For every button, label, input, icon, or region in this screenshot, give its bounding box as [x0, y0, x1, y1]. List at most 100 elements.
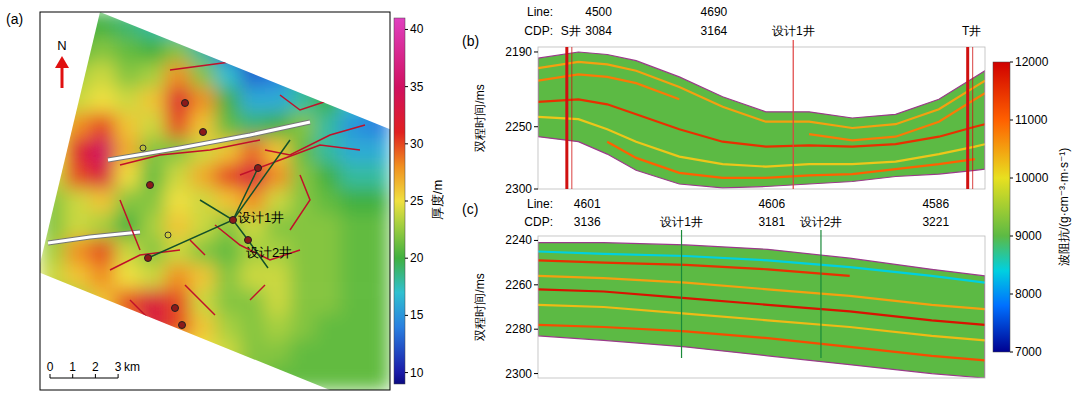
heat-cell: [140, 88, 166, 114]
heat-cell: [90, 88, 116, 114]
heat-cell: [65, 314, 91, 340]
heat-cell: [90, 188, 116, 214]
fault-major: [48, 232, 140, 243]
y-tick-label: 2300: [505, 367, 532, 381]
heat-cell: [190, 88, 216, 114]
well-line: [793, 40, 794, 189]
heat-cell: [65, 264, 91, 290]
panel-label: (c): [462, 201, 478, 217]
panel-label: (a): [6, 11, 23, 27]
fault: [120, 200, 140, 250]
heat-cell: [165, 88, 191, 114]
colorbar-label: 30: [410, 137, 424, 151]
north-arrow-head: [55, 56, 69, 68]
heat-cell: [340, 138, 366, 164]
heat-cell: [365, 365, 390, 390]
colorbar-label: 25: [410, 194, 424, 208]
heat-cell: [365, 214, 390, 240]
fault: [120, 140, 260, 165]
heat-cell: [290, 62, 316, 88]
well-log: [972, 47, 973, 189]
heat-cell: [290, 214, 316, 240]
y-tick-label: 2240: [505, 233, 532, 247]
heat-cell: [65, 88, 91, 114]
cdp-label: 3084: [585, 24, 612, 38]
fault-outline: [48, 232, 140, 243]
scale-label: 1: [69, 360, 76, 374]
heat-cell: [90, 37, 116, 63]
heat-cell: [190, 340, 216, 366]
impedance-layer: [538, 62, 985, 128]
heat-cell: [65, 289, 91, 315]
colorbar-title: 波阻抗/(g·cm⁻³·m·s⁻¹): [1057, 148, 1071, 267]
section-body: [538, 52, 985, 188]
heat-cell: [140, 289, 166, 315]
heat-cell: [340, 37, 366, 63]
well: [230, 217, 237, 224]
well-line: [966, 47, 969, 189]
fault: [190, 240, 205, 255]
well-open: [165, 232, 171, 238]
heat-cell: [340, 340, 366, 366]
cdp-label: 3164: [701, 24, 728, 38]
heat-cell: [315, 314, 341, 340]
heat-cell: [115, 188, 141, 214]
scale-tick: [72, 374, 73, 378]
cdp-title: CDP:: [524, 24, 553, 38]
colorbar-label: 20: [410, 251, 424, 265]
map-frame-clip: [40, 12, 390, 390]
scale-tick: [50, 374, 51, 378]
well-line: [681, 230, 682, 358]
colorbar-tick: [405, 372, 408, 373]
fault: [130, 300, 170, 340]
heat-cell: [115, 289, 141, 315]
heat-cell: [340, 365, 366, 390]
heat-cell: [90, 62, 116, 88]
heat-cell: [215, 88, 241, 114]
heat-cell: [265, 37, 291, 63]
heat-cell: [190, 264, 216, 290]
heat-cell: [365, 88, 390, 114]
colorbar-tick: [1010, 294, 1013, 295]
colorbar-label: 9000: [1015, 229, 1042, 243]
well-label: 设计2井: [246, 245, 292, 260]
heat-cell: [290, 37, 316, 63]
plot-frame: [538, 236, 985, 378]
heat-cell: [40, 314, 66, 340]
heat-cell: [365, 113, 390, 139]
colorbar-tick: [405, 143, 408, 144]
heat-cell: [165, 37, 191, 63]
colorbar-tick: [405, 258, 408, 259]
heat-cell: [40, 264, 66, 290]
fault: [280, 95, 330, 110]
heat-cell: [190, 365, 216, 390]
y-tick-label: 2280: [505, 322, 532, 336]
well-label: 设计1井: [772, 24, 815, 38]
colorbar: [993, 62, 1010, 352]
heat-cell: [290, 264, 316, 290]
map-area: [40, 12, 390, 390]
heat-cell: [240, 62, 266, 88]
heat-cell: [90, 264, 116, 290]
heat-cell: [140, 340, 166, 366]
heat-cell: [215, 340, 241, 366]
heat-cell: [365, 138, 390, 164]
colorbar-tick: [1010, 236, 1013, 237]
heat-cell: [265, 365, 291, 390]
well: [147, 182, 154, 189]
scale-label: 3: [115, 360, 122, 374]
impedance-layer: [538, 117, 985, 167]
fault: [215, 225, 300, 260]
y-axis-title: 双程时间/ms: [473, 84, 487, 151]
colorbar-label: 15: [410, 308, 424, 322]
impedance-layer: [538, 74, 985, 140]
heat-cell: [215, 62, 241, 88]
y-tick-label: 2260: [505, 278, 532, 292]
heat-cell: [215, 113, 241, 139]
heat-cell: [115, 88, 141, 114]
colorbar-label: 35: [410, 80, 424, 94]
line-title: Line:: [527, 197, 553, 211]
heat-cell: [340, 62, 366, 88]
heat-cell: [315, 214, 341, 240]
colorbar-tick: [405, 315, 408, 316]
